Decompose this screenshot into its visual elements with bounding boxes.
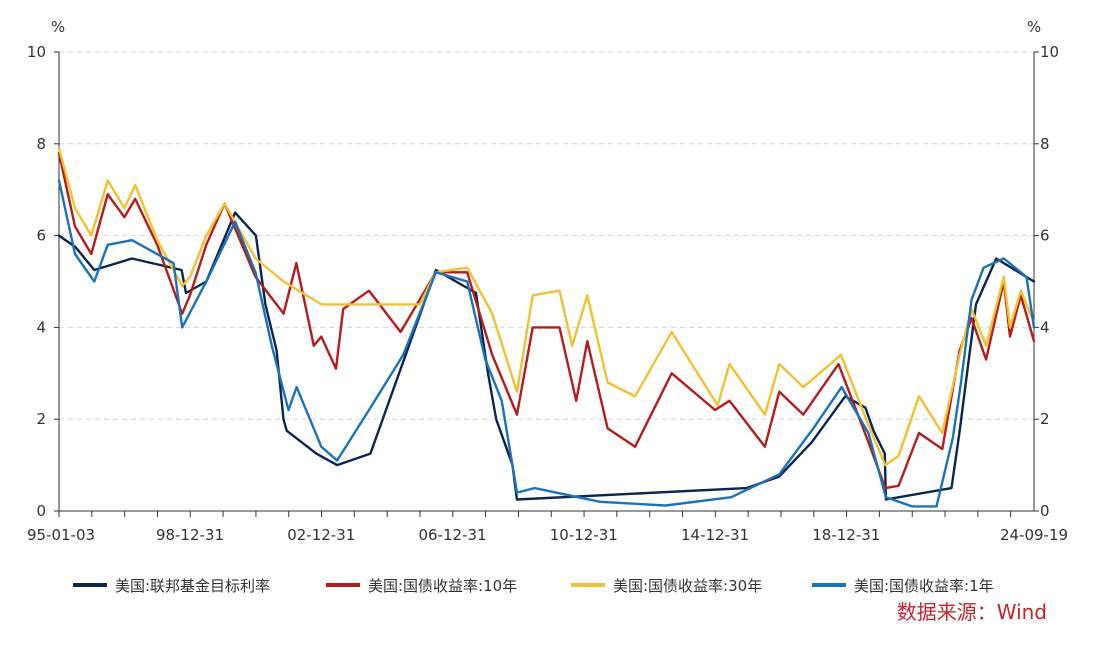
right-y-tick-label: 10 [1040, 43, 1059, 61]
right-y-tick-label: 2 [1040, 410, 1050, 428]
x-tick-label: 98-12-31 [156, 526, 224, 544]
x-tick-label: 02-12-31 [287, 526, 355, 544]
left-y-tick-label: 8 [36, 135, 46, 153]
source-note: 数据来源：Wind [897, 600, 1047, 624]
series-line-2 [57, 147, 1036, 467]
legend-label: 美国:联邦基金目标利率 [115, 577, 270, 595]
left-y-tick-label: 4 [36, 318, 46, 336]
right-y-tick-label: 4 [1040, 318, 1050, 336]
series-lines [57, 147, 1036, 508]
left-y-tick-label: 10 [27, 43, 46, 61]
legend: 美国:联邦基金目标利率 美国:国债收益率:10年 美国:国债收益率:30年 美国:国债… [73, 577, 994, 595]
left-unit-label: % [51, 18, 65, 36]
legend-label: 美国:国债收益率:1年 [854, 577, 994, 595]
series-line-1 [57, 151, 1036, 490]
left-y-tick-label: 2 [36, 410, 46, 428]
series-line-3 [57, 179, 1036, 508]
left-y-tick-label: 6 [36, 227, 46, 245]
x-tick-label: 14-12-31 [681, 526, 749, 544]
right-unit-label: % [1027, 18, 1041, 36]
series-line-0 [57, 211, 1036, 501]
legend-label: 美国:国债收益率:30年 [613, 577, 762, 595]
x-tick-label: 18-12-31 [812, 526, 880, 544]
x-tick-label: 24-09-19 [1000, 526, 1068, 544]
right-y-tick-label: 6 [1040, 227, 1050, 245]
right-y-tick-label: 0 [1040, 502, 1050, 520]
gridlines [59, 51, 1034, 420]
x-tick-label: 10-12-31 [550, 526, 618, 544]
y-ticks: 0 0 2 2 4 4 6 6 8 8 10 10 [27, 43, 1059, 520]
legend-label: 美国:国债收益率:10年 [368, 577, 517, 595]
x-ticks: 95-01-03 98-12-31 02-12-31 06-12-31 10-12-31… [27, 511, 1068, 544]
x-tick-label: 95-01-03 [27, 526, 95, 544]
left-y-tick-label: 0 [36, 502, 46, 520]
right-y-tick-label: 8 [1040, 135, 1050, 153]
x-tick-label: 06-12-31 [418, 526, 486, 544]
